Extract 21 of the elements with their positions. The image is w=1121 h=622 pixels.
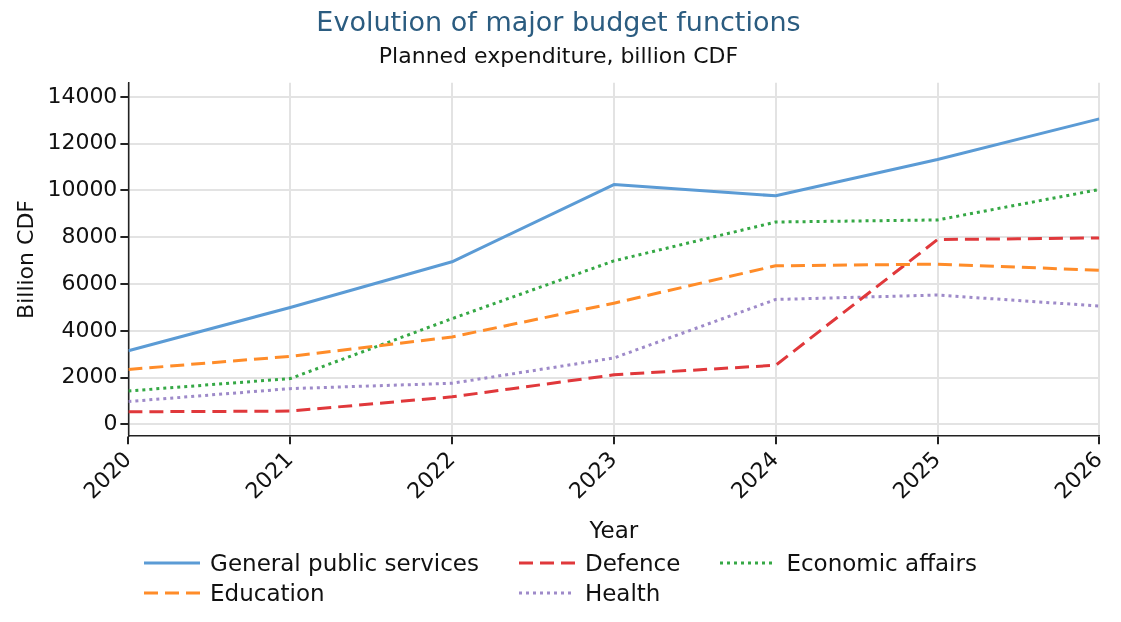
legend-label: General public services bbox=[210, 550, 479, 576]
line-series bbox=[128, 293, 1100, 404]
legend-label: Defence bbox=[584, 550, 681, 576]
y-tick-label: 12000 bbox=[47, 129, 118, 155]
y-axis-title: Billion CDF bbox=[12, 200, 38, 319]
legend-label: Education bbox=[210, 580, 325, 606]
x-axis-title: Year bbox=[588, 517, 639, 544]
y-tick-label: 8000 bbox=[61, 222, 118, 248]
line-series bbox=[128, 236, 1100, 414]
line-series bbox=[128, 262, 1100, 371]
y-tick-label: 14000 bbox=[47, 82, 118, 108]
y-tick-label: 0 bbox=[103, 410, 118, 436]
legend-label: Economic affairs bbox=[786, 550, 977, 576]
line-series bbox=[128, 188, 1100, 393]
legend-label: Health bbox=[584, 580, 661, 606]
y-tick-label: 6000 bbox=[61, 269, 118, 295]
y-tick-label: 2000 bbox=[61, 363, 118, 389]
chart-subtitle: Planned expenditure, billion CDF bbox=[378, 43, 739, 69]
y-tick-label: 4000 bbox=[61, 316, 118, 342]
chart-title: Evolution of major budget functions bbox=[316, 6, 801, 38]
y-tick-label: 10000 bbox=[47, 176, 118, 202]
